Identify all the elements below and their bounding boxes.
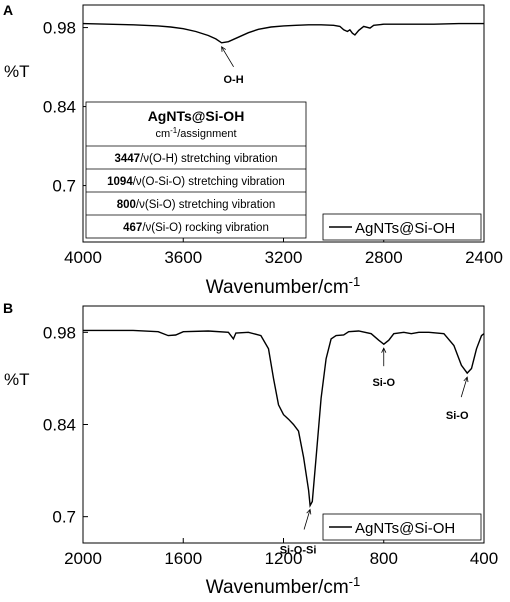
- panel-b: B %T Wavenumber/cm-1 2000 1600 1200 800 400 0…: [3, 300, 498, 598]
- y-tick-label: 0.98: [43, 19, 76, 38]
- annotation-arrowhead: [463, 376, 469, 383]
- panel-b-plot-frame: [82, 305, 485, 544]
- table-title: AgNTs@Si-OH: [148, 108, 245, 124]
- panel-a-annotations: O-H: [221, 46, 244, 86]
- y-tick-label: 0.7: [52, 508, 76, 527]
- x-tick-label: 2800: [365, 248, 403, 267]
- x-tick-label: 2000: [64, 549, 102, 568]
- panel-a: A %T Wavenumber/cm-1 4000 3600 3200 2800 240…: [3, 2, 503, 298]
- table-row: 800/ν(Si-O) stretching vibration: [117, 199, 276, 211]
- annotation-label: Si-O: [446, 410, 469, 422]
- annotation-label: Si-O: [372, 377, 395, 389]
- panel-a-ticks: 4000 3600 3200 2800 2400 0.98 0.84 0.7: [43, 19, 503, 267]
- x-tick-label: 1600: [164, 549, 202, 568]
- y-tick-label: 0.84: [43, 98, 76, 117]
- x-tick-label: 1200: [265, 549, 303, 568]
- annotation-arrowhead: [306, 508, 312, 515]
- x-tick-label: 3200: [265, 248, 303, 267]
- y-tick-label: 0.7: [52, 177, 76, 196]
- annotation-label: Si-O-Si: [280, 544, 317, 556]
- x-tick-label: 4000: [64, 248, 102, 267]
- table-row: 1094/ν(O-Si-O) stretching vibration: [107, 176, 285, 188]
- panel-a-spectrum-line: [82, 22, 484, 44]
- panel-a-legend-label: AgNTs@Si-OH: [355, 220, 455, 237]
- table-row: 467/ν(Si-O) rocking vibration: [123, 222, 269, 234]
- y-tick-label: 0.84: [43, 416, 76, 435]
- panel-a-legend: AgNTs@Si-OH: [322, 213, 482, 241]
- y-tick-label: 0.98: [43, 323, 76, 342]
- panel-b-letter: B: [3, 300, 13, 316]
- panel-b-xlabel: Wavenumber/cm-1: [206, 574, 360, 598]
- panel-b-ylabel: %T: [4, 370, 30, 389]
- x-tick-label: 800: [370, 549, 398, 568]
- annotation-arrowhead: [221, 46, 226, 52]
- assignment-table: AgNTs@Si-OH cm-1/assignment 3447/ν(O-H) …: [85, 101, 307, 239]
- x-tick-label: 3600: [164, 248, 202, 267]
- annotation-label: O-H: [224, 74, 244, 86]
- panel-b-legend: AgNTs@Si-OH: [322, 513, 482, 541]
- annotation-arrow: [460, 377, 468, 398]
- x-tick-label: 400: [470, 549, 498, 568]
- x-tick-label: 2400: [465, 248, 503, 267]
- panel-a-ylabel: %T: [4, 62, 30, 81]
- panel-b-ticks: 2000 1600 1200 800 400 0.98 0.84 0.7: [43, 323, 498, 568]
- panel-a-xlabel: Wavenumber/cm-1: [206, 274, 360, 298]
- table-row: 3447/ν(O-H) stretching vibration: [115, 153, 278, 165]
- annotation-arrow: [221, 46, 234, 68]
- panel-b-annotations: Si-O-Si Si-O Si-O: [280, 347, 469, 556]
- panel-a-letter: A: [3, 2, 13, 18]
- table-subtitle: cm-1/assignment: [155, 126, 236, 140]
- panel-b-spectrum-line: [83, 329, 485, 508]
- annotation-arrow: [303, 509, 311, 530]
- annotation-arrowhead: [381, 347, 387, 353]
- panel-b-legend-label: AgNTs@Si-OH: [355, 520, 455, 537]
